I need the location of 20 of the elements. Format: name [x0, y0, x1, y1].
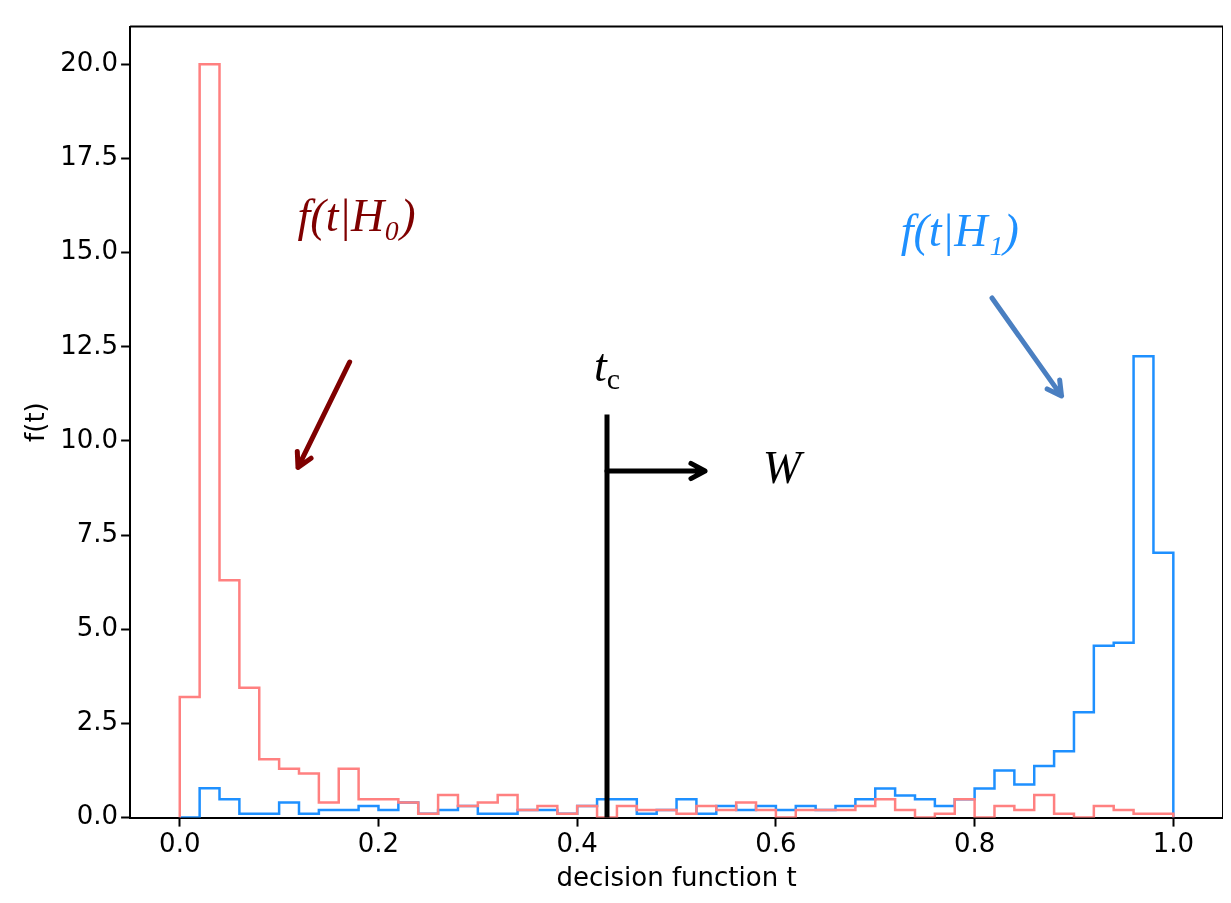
- x-tick-label: 0.2: [357, 827, 400, 858]
- x-tick-label: 0.6: [755, 827, 797, 858]
- y-tick-label: 5.0: [76, 612, 119, 643]
- y-tick-label: 20.0: [60, 47, 119, 78]
- y-tick-label: 7.5: [76, 517, 119, 548]
- y-axis-title: f(t): [20, 402, 51, 442]
- y-tick-label: 10.0: [60, 423, 119, 454]
- x-tick-label: 1.0: [1152, 827, 1194, 858]
- x-tick-label: 0.8: [953, 827, 996, 858]
- annotation: W: [762, 442, 805, 494]
- y-tick-label: 17.5: [60, 141, 119, 172]
- x-tick-label: 0.0: [159, 827, 201, 858]
- y-tick-label: 12.5: [60, 329, 119, 360]
- annotation: f(t|H₀): [297, 189, 416, 241]
- x-axis-title: decision function t: [556, 862, 797, 893]
- x-tick-label: 0.4: [556, 827, 598, 858]
- y-tick-label: 2.5: [76, 706, 119, 737]
- y-tick-label: 15.0: [60, 235, 119, 266]
- y-tick-label: 0.0: [76, 800, 119, 831]
- annotation: f(t|H₁): [900, 204, 1019, 256]
